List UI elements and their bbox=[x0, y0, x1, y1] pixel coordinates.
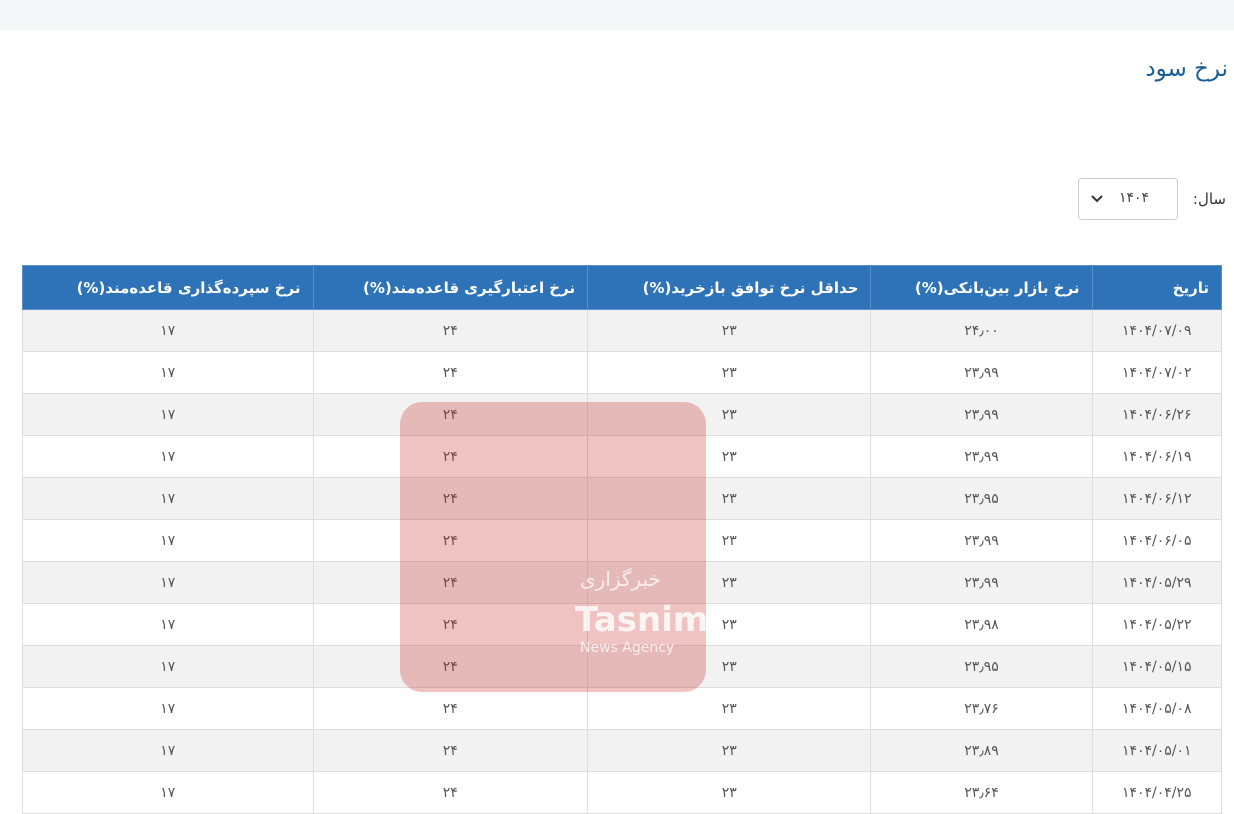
table-cell: ۲۳٫۹۹ bbox=[870, 561, 1093, 604]
table-row: ۱۴۰۴/۰۶/۱۲ ۲۳٫۹۵ ۲۳ ۲۴ ۱۷ bbox=[22, 477, 1223, 520]
table-row: ۱۴۰۴/۰۵/۰۱ ۲۳٫۸۹ ۲۳ ۲۴ ۱۷ bbox=[22, 729, 1223, 772]
table-cell: ۲۳ bbox=[587, 477, 872, 520]
table-cell: ۱۴۰۴/۰۵/۲۹ bbox=[1091, 561, 1223, 604]
table-cell: ۱۷ bbox=[22, 645, 314, 688]
chevron bbox=[1091, 195, 1103, 203]
table-cell: ۲۳ bbox=[587, 645, 872, 688]
year-label: سال: bbox=[1192, 190, 1226, 208]
table-cell: ۱۴۰۴/۰۶/۱۹ bbox=[1091, 435, 1223, 478]
table-body: ۱۴۰۴/۰۷/۰۹ ۲۴٫۰۰ ۲۳ ۲۴ ۱۷ ۱۴۰۴/۰۷/۰۲ ۲۳٫۹۹ ۲۳ ۲۴… bbox=[22, 309, 1223, 814]
table-cell: ۲۳ bbox=[587, 729, 872, 772]
column-header: نرخ سپرده‌گذاری قاعده‌مند(%) bbox=[22, 265, 314, 310]
table-cell: ۲۳ bbox=[587, 309, 872, 352]
table-cell: ۲۳ bbox=[587, 519, 872, 562]
table-row: ۱۴۰۴/۰۶/۰۵ ۲۳٫۹۹ ۲۳ ۲۴ ۱۷ bbox=[22, 519, 1223, 562]
table-cell: ۲۳٫۹۵ bbox=[870, 477, 1093, 520]
table-cell: ۲۴ bbox=[312, 687, 589, 730]
table-cell: ۲۴ bbox=[312, 519, 589, 562]
table-cell: ۲۳ bbox=[587, 351, 872, 394]
table-cell: ۱۴۰۴/۰۶/۰۵ bbox=[1091, 519, 1223, 562]
table-cell: ۱۷ bbox=[22, 309, 314, 352]
table-cell: ۱۴۰۴/۰۷/۰۹ bbox=[1091, 309, 1223, 352]
table-cell: ۱۴۰۴/۰۵/۱۵ bbox=[1091, 645, 1223, 688]
table-cell: ۲۳٫۹۸ bbox=[870, 603, 1093, 646]
table-cell: ۱۴۰۴/۰۷/۰۲ bbox=[1091, 351, 1223, 394]
table-cell: ۲۳ bbox=[587, 393, 872, 436]
table-cell: ۱۴۰۴/۰۵/۰۸ bbox=[1091, 687, 1223, 730]
table-cell: ۱۷ bbox=[22, 561, 314, 604]
table-cell: ۱۷ bbox=[22, 771, 314, 814]
table-cell: ۱۷ bbox=[22, 603, 314, 646]
table-row: ۱۴۰۴/۰۶/۲۶ ۲۳٫۹۹ ۲۳ ۲۴ ۱۷ bbox=[22, 393, 1223, 436]
table-cell: ۲۴ bbox=[312, 393, 589, 436]
table-cell: ۲۳٫۹۵ bbox=[870, 645, 1093, 688]
table-cell: ۲۳٫۸۹ bbox=[870, 729, 1093, 772]
table-row: ۱۴۰۴/۰۷/۰۹ ۲۴٫۰۰ ۲۳ ۲۴ ۱۷ bbox=[22, 309, 1223, 352]
table-cell: ۱۴۰۴/۰۵/۲۲ bbox=[1091, 603, 1223, 646]
table-cell: ۱۷ bbox=[22, 351, 314, 394]
table-cell: ۱۷ bbox=[22, 393, 314, 436]
table-cell: ۲۳ bbox=[587, 435, 872, 478]
table-cell: ۱۴۰۴/۰۴/۲۵ bbox=[1091, 771, 1223, 814]
table-cell: ۱۷ bbox=[22, 687, 314, 730]
page-title: نرخ سود bbox=[1145, 56, 1228, 82]
year-select[interactable]: ۱۴۰۴ bbox=[1078, 178, 1178, 220]
table-cell: ۲۴ bbox=[312, 351, 589, 394]
table-cell: ۱۷ bbox=[22, 435, 314, 478]
table-cell: ۱۷ bbox=[22, 729, 314, 772]
table-row: ۱۴۰۴/۰۶/۱۹ ۲۳٫۹۹ ۲۳ ۲۴ ۱۷ bbox=[22, 435, 1223, 478]
column-header: حداقل نرخ توافق بازخرید(%) bbox=[587, 265, 872, 310]
top-bar bbox=[0, 0, 1234, 30]
table-row: ۱۴۰۴/۰۵/۱۵ ۲۳٫۹۵ ۲۳ ۲۴ ۱۷ bbox=[22, 645, 1223, 688]
table-row: ۱۴۰۴/۰۷/۰۲ ۲۳٫۹۹ ۲۳ ۲۴ ۱۷ bbox=[22, 351, 1223, 394]
table-cell: ۲۴ bbox=[312, 729, 589, 772]
column-header: تاریخ bbox=[1091, 265, 1223, 310]
table-cell: ۲۳٫۹۹ bbox=[870, 393, 1093, 436]
table-cell: ۲۴ bbox=[312, 561, 589, 604]
table-row: ۱۴۰۴/۰۵/۲۹ ۲۳٫۹۹ ۲۳ ۲۴ ۱۷ bbox=[22, 561, 1223, 604]
header-row: تاریخ نرخ بازار بین‌بانکی(%) حداقل نرخ توا… bbox=[22, 265, 1223, 310]
table-cell: ۲۳٫۹۹ bbox=[870, 351, 1093, 394]
table-cell: ۲۳٫۹۹ bbox=[870, 435, 1093, 478]
table-cell: ۲۳٫۹۹ bbox=[870, 519, 1093, 562]
table-cell: ۲۴ bbox=[312, 435, 589, 478]
table-cell: ۱۴۰۴/۰۶/۲۶ bbox=[1091, 393, 1223, 436]
table-cell: ۲۳ bbox=[587, 771, 872, 814]
table-cell: ۲۳ bbox=[587, 603, 872, 646]
table-row: ۱۴۰۴/۰۵/۰۸ ۲۳٫۷۶ ۲۳ ۲۴ ۱۷ bbox=[22, 687, 1223, 730]
table-cell: ۲۳ bbox=[587, 561, 872, 604]
column-header: نرخ بازار بین‌بانکی(%) bbox=[870, 265, 1093, 310]
table-cell: ۲۳ bbox=[587, 687, 872, 730]
table-cell: ۱۴۰۴/۰۶/۱۲ bbox=[1091, 477, 1223, 520]
table-row: ۱۴۰۴/۰۴/۲۵ ۲۳٫۶۴ ۲۳ ۲۴ ۱۷ bbox=[22, 771, 1223, 814]
table-cell: ۱۷ bbox=[22, 519, 314, 562]
table-cell: ۲۴ bbox=[312, 771, 589, 814]
table-cell: ۲۴ bbox=[312, 603, 589, 646]
table-cell: ۲۳٫۶۴ bbox=[870, 771, 1093, 814]
column-header: نرخ اعتبارگیری قاعده‌مند(%) bbox=[312, 265, 589, 310]
table-cell: ۲۳٫۷۶ bbox=[870, 687, 1093, 730]
table-cell: ۱۴۰۴/۰۵/۰۱ bbox=[1091, 729, 1223, 772]
table-cell: ۲۴ bbox=[312, 477, 589, 520]
table-row: ۱۴۰۴/۰۵/۲۲ ۲۳٫۹۸ ۲۳ ۲۴ ۱۷ bbox=[22, 603, 1223, 646]
table-cell: ۲۴ bbox=[312, 309, 589, 352]
year-value[interactable]: ۱۴۰۴ bbox=[1119, 190, 1150, 206]
table-cell: ۲۴٫۰۰ bbox=[870, 309, 1093, 352]
table-cell: ۱۷ bbox=[22, 477, 314, 520]
table-cell: ۲۴ bbox=[312, 645, 589, 688]
rates-table: تاریخ نرخ بازار بین‌بانکی(%) حداقل نرخ توا… bbox=[22, 265, 1223, 814]
